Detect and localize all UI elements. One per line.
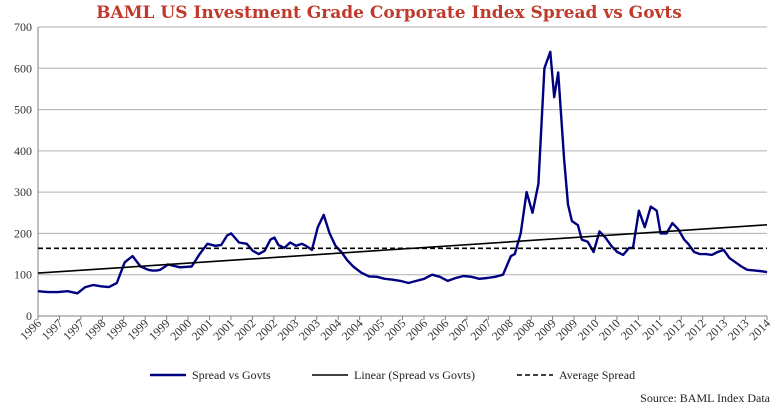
x-tick-label: 2007 xyxy=(468,316,495,343)
x-tick-label: 2003 xyxy=(275,316,302,343)
x-tick-label: 2007 xyxy=(446,316,473,343)
x-tick-label: 2005 xyxy=(382,316,409,343)
x-tick-label: 2010 xyxy=(575,316,602,343)
x-tick-label: 1998 xyxy=(82,316,109,343)
x-tick-label: 2004 xyxy=(339,316,366,343)
x-tick-label: 2009 xyxy=(532,316,559,343)
gridlines xyxy=(38,26,767,276)
x-tick-label: 2012 xyxy=(682,316,709,343)
x-tick-label: 1998 xyxy=(103,316,130,343)
y-tick-label: 500 xyxy=(14,103,32,117)
legend-label-average: Average Spread xyxy=(559,368,635,382)
x-tick-label: 2012 xyxy=(660,316,687,343)
x-tick-label: 2001 xyxy=(210,316,237,343)
x-tick-label: 2004 xyxy=(317,316,344,343)
y-tick-label: 200 xyxy=(14,226,32,240)
x-tick-label: 2000 xyxy=(167,316,194,343)
y-tick-label: 0 xyxy=(26,309,32,323)
source-note: Source: BAML Index Data xyxy=(640,391,771,405)
x-tick-label: 2002 xyxy=(232,316,259,343)
y-axis: 0 100 200 300 400 500 600 700 xyxy=(14,20,32,323)
x-tick-label: 2011 xyxy=(639,316,666,343)
x-tick-label: 1997 xyxy=(60,316,87,343)
x-tick-label: 2013 xyxy=(725,316,752,343)
y-tick-label: 300 xyxy=(14,185,32,199)
y-tick-label: 400 xyxy=(14,144,32,158)
x-tick-label: 1996 xyxy=(17,316,44,343)
x-tick-label: 2005 xyxy=(360,316,387,343)
x-tick-label: 2006 xyxy=(403,316,430,343)
x-tick-label: 2001 xyxy=(189,316,216,343)
x-tick-label: 2013 xyxy=(703,316,730,343)
x-tick-label: 2014 xyxy=(746,316,773,343)
x-tick-label: 2009 xyxy=(553,316,580,343)
x-tick-label: 2011 xyxy=(618,316,645,343)
series-lines xyxy=(37,50,768,295)
x-tick-label: 2008 xyxy=(489,316,516,343)
x-tick-label: 2003 xyxy=(296,316,323,343)
x-tick-label: 2010 xyxy=(596,316,623,343)
legend-label-linear: Linear (Spread vs Govts) xyxy=(354,368,475,382)
x-tick-label: 1999 xyxy=(124,316,151,343)
chart-title: BAML US Investment Grade Corporate Index… xyxy=(96,3,682,23)
x-tick-label: 2002 xyxy=(253,316,280,343)
x-tick-label: 2006 xyxy=(425,316,452,343)
y-tick-label: 700 xyxy=(14,20,32,34)
x-tick-label: 1997 xyxy=(39,316,66,343)
legend-label-spread: Spread vs Govts xyxy=(192,368,271,382)
legend: Spread vs Govts Linear (Spread vs Govts)… xyxy=(150,368,635,382)
y-tick-label: 600 xyxy=(14,61,32,75)
plot-area xyxy=(37,27,767,317)
x-axis: 1996199719971998199819991999200020012001… xyxy=(17,316,773,343)
series-spread-vs-govts xyxy=(37,50,768,295)
x-tick-label: 1999 xyxy=(146,316,173,343)
y-tick-label: 100 xyxy=(14,268,32,282)
x-tick-label: 2008 xyxy=(510,316,537,343)
